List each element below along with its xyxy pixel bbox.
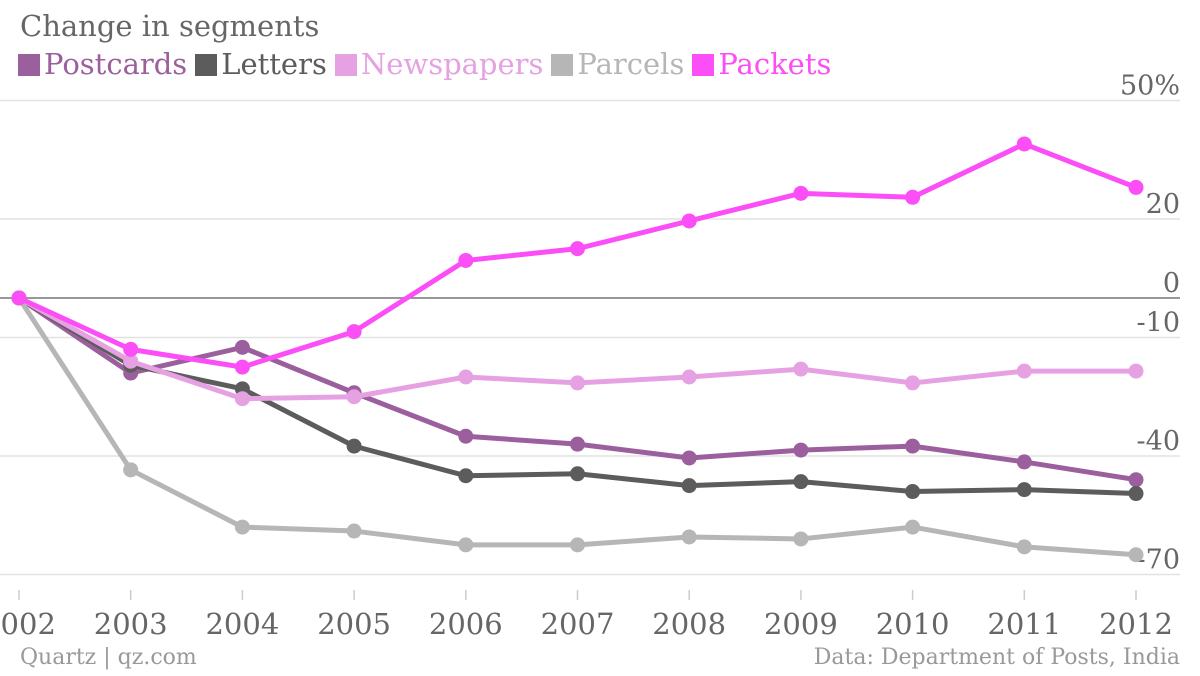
- data-point-postcards: [570, 436, 585, 452]
- data-point-packets: [11, 290, 27, 306]
- data-point-parcels: [1016, 539, 1032, 555]
- data-point-newspapers: [1016, 363, 1032, 379]
- data-point-packets: [793, 185, 809, 201]
- data-point-newspapers: [458, 369, 474, 385]
- data-point-newspapers: [346, 389, 362, 405]
- data-point-newspapers: [793, 361, 809, 377]
- data-point-parcels: [793, 531, 809, 547]
- data-point-letters: [458, 468, 474, 484]
- y-tick-label: 20: [1146, 189, 1180, 220]
- data-point-letters: [346, 438, 362, 454]
- x-tick-label: 2007: [541, 607, 615, 641]
- source-credit: Quartz | qz.com: [20, 645, 197, 670]
- data-point-postcards: [905, 438, 921, 454]
- legend-label-newspapers: Newspapers: [360, 47, 544, 81]
- data-point-packets: [123, 341, 139, 357]
- x-tick-label: 2006: [429, 607, 503, 641]
- data-point-postcards: [1128, 472, 1144, 488]
- legend-swatch-packets: [692, 53, 715, 76]
- x-tick-label: 2004: [205, 607, 279, 641]
- data-point-parcels: [123, 462, 139, 478]
- y-tick-label: -10: [1137, 308, 1180, 339]
- x-tick-label: 2002: [0, 607, 56, 641]
- series-line-letters: [16, 295, 1139, 497]
- data-point-letters: [1128, 486, 1144, 502]
- data-point-packets: [681, 213, 697, 229]
- data-point-letters: [793, 474, 809, 490]
- data-point-letters: [905, 484, 921, 500]
- x-tick-label: 2008: [652, 607, 726, 641]
- legend-item-postcards: Postcards: [18, 50, 187, 79]
- data-point-postcards: [681, 450, 697, 466]
- x-tick-label: 2009: [764, 607, 838, 641]
- legend-swatch-newspapers: [334, 53, 357, 76]
- data-point-packets: [1128, 179, 1144, 195]
- legend-label-packets: Packets: [718, 47, 832, 81]
- legend-item-packets: Packets: [692, 50, 831, 79]
- data-point-parcels: [1128, 547, 1144, 563]
- data-point-parcels: [681, 529, 697, 545]
- data-point-newspapers: [123, 353, 139, 369]
- legend-item-parcels: Parcels: [551, 50, 684, 79]
- legend-label-parcels: Parcels: [577, 47, 685, 81]
- data-point-packets: [570, 241, 585, 257]
- legend-label-postcards: Postcards: [44, 47, 188, 81]
- x-tick-label: 2011: [987, 607, 1061, 641]
- chart-title: Change in segments: [20, 9, 320, 43]
- x-tick-label: 2010: [876, 607, 950, 641]
- series-line-parcels: [16, 295, 1139, 558]
- data-point-letters: [681, 478, 697, 494]
- legend-label-letters: Letters: [221, 47, 327, 81]
- data-point-letters: [570, 466, 585, 482]
- data-point-newspapers: [905, 375, 921, 391]
- legend-swatch-postcards: [18, 53, 40, 76]
- data-point-newspapers: [681, 369, 697, 385]
- legend-swatch-parcels: [551, 53, 574, 76]
- y-tick-label: 0: [1163, 268, 1180, 299]
- data-point-packets: [346, 324, 362, 340]
- data-point-parcels: [458, 537, 474, 553]
- data-point-postcards: [1016, 454, 1032, 470]
- legend-item-newspapers: Newspapers: [334, 47, 544, 81]
- chart-legend: Postcards Letters Newspapers Parcels Pac…: [18, 50, 831, 79]
- data-point-parcels: [905, 519, 921, 535]
- data-point-parcels: [346, 523, 362, 539]
- data-point-packets: [234, 359, 250, 375]
- y-tick-label: 50%: [1120, 71, 1180, 102]
- legend-swatch-letters: [195, 53, 218, 76]
- data-point-postcards: [234, 339, 250, 355]
- data-point-newspapers: [234, 391, 250, 407]
- y-tick-label: -70: [1137, 545, 1180, 576]
- data-point-parcels: [234, 519, 250, 535]
- data-point-packets: [905, 189, 921, 205]
- data-point-packets: [458, 252, 474, 268]
- legend-item-letters: Letters: [195, 50, 327, 79]
- data-point-postcards: [458, 428, 474, 444]
- y-tick-label: -40: [1137, 426, 1180, 457]
- data-point-packets: [1016, 136, 1032, 152]
- data-source: Data: Department of Posts, India: [813, 645, 1180, 670]
- x-tick-label: 2003: [94, 607, 168, 641]
- data-point-postcards: [793, 442, 809, 458]
- x-tick-label: 2005: [317, 607, 391, 641]
- data-point-parcels: [570, 537, 585, 553]
- data-point-letters: [1016, 482, 1032, 498]
- x-tick-label: 2012: [1099, 607, 1173, 641]
- data-point-newspapers: [1128, 363, 1144, 379]
- data-point-newspapers: [570, 375, 585, 391]
